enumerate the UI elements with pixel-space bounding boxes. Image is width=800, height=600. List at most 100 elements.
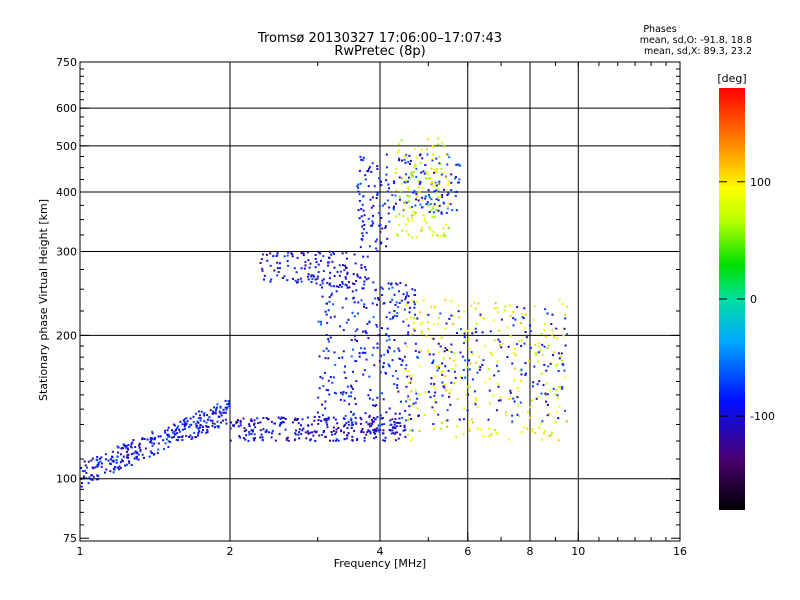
data-point <box>366 170 369 173</box>
data-point <box>173 424 176 427</box>
data-point <box>100 456 103 459</box>
data-point <box>436 369 439 372</box>
data-point <box>520 339 523 341</box>
data-point <box>433 394 436 397</box>
data-point <box>444 365 447 368</box>
data-point <box>184 428 187 430</box>
data-point <box>338 264 341 267</box>
data-point <box>109 470 112 473</box>
data-point <box>430 177 432 180</box>
data-point <box>391 418 394 421</box>
data-point <box>433 383 436 385</box>
data-point <box>437 199 440 202</box>
data-point <box>357 187 360 190</box>
data-point <box>425 177 428 180</box>
data-point <box>367 394 370 397</box>
data-point <box>280 416 283 419</box>
data-point <box>130 453 133 455</box>
data-point <box>174 429 177 432</box>
data-point <box>291 255 294 258</box>
data-point <box>440 212 443 215</box>
data-point <box>540 392 543 395</box>
data-point <box>270 436 273 439</box>
data-point <box>420 349 423 352</box>
data-point <box>408 429 411 432</box>
data-point <box>363 266 366 269</box>
data-point <box>393 421 396 423</box>
data-point <box>139 450 142 453</box>
data-point <box>411 300 414 303</box>
data-point <box>331 381 334 384</box>
data-point <box>523 426 526 429</box>
data-point <box>431 337 434 339</box>
data-point <box>384 436 387 439</box>
data-point <box>341 306 344 309</box>
data-point <box>511 414 514 417</box>
data-point <box>375 247 378 250</box>
data-point <box>319 283 322 286</box>
data-point <box>434 398 436 401</box>
data-point <box>115 461 118 464</box>
data-point <box>411 288 414 291</box>
data-point <box>445 223 447 226</box>
data-point <box>314 440 317 442</box>
data-point <box>446 194 449 196</box>
data-point <box>556 337 559 340</box>
data-point <box>342 391 345 393</box>
data-point <box>401 359 404 362</box>
data-point <box>465 394 468 397</box>
data-point <box>410 380 413 383</box>
data-point <box>333 253 335 255</box>
data-point <box>253 422 256 425</box>
data-point <box>399 358 402 360</box>
data-point <box>309 262 312 265</box>
data-point <box>450 173 453 176</box>
data-point <box>111 456 114 459</box>
data-point <box>364 178 367 181</box>
data-point <box>380 184 383 187</box>
data-point <box>167 433 170 436</box>
data-point <box>404 342 407 345</box>
data-point <box>408 176 410 179</box>
data-point <box>475 322 478 325</box>
data-point <box>371 398 374 401</box>
data-point <box>437 322 439 325</box>
data-point <box>440 234 443 237</box>
data-point <box>496 311 499 313</box>
x-tick-label: 16 <box>673 545 687 558</box>
data-point <box>409 398 412 401</box>
data-point <box>376 165 379 168</box>
data-point <box>405 296 407 299</box>
data-point <box>509 335 512 338</box>
data-point <box>433 171 436 174</box>
data-point <box>524 372 527 375</box>
data-point <box>194 422 197 425</box>
data-point <box>363 347 366 350</box>
data-point <box>537 351 540 354</box>
data-point <box>127 444 130 447</box>
data-point <box>419 181 422 184</box>
data-point <box>404 284 407 287</box>
data-point <box>405 400 408 403</box>
data-point <box>554 364 557 367</box>
data-point <box>429 228 432 231</box>
data-point <box>151 432 154 435</box>
data-point <box>226 403 229 406</box>
data-point <box>214 426 216 429</box>
data-point <box>318 355 321 358</box>
data-point <box>205 431 208 434</box>
data-point <box>535 353 538 356</box>
data-point <box>382 432 385 435</box>
data-point <box>407 188 410 191</box>
data-point <box>407 324 410 327</box>
data-points <box>80 137 569 488</box>
data-point <box>376 342 379 345</box>
data-point <box>324 400 327 403</box>
data-point <box>347 318 350 321</box>
data-point <box>440 336 443 339</box>
data-point <box>432 353 435 356</box>
data-point <box>532 318 535 321</box>
data-point <box>396 312 399 314</box>
data-point <box>492 394 495 397</box>
data-point <box>367 167 370 170</box>
